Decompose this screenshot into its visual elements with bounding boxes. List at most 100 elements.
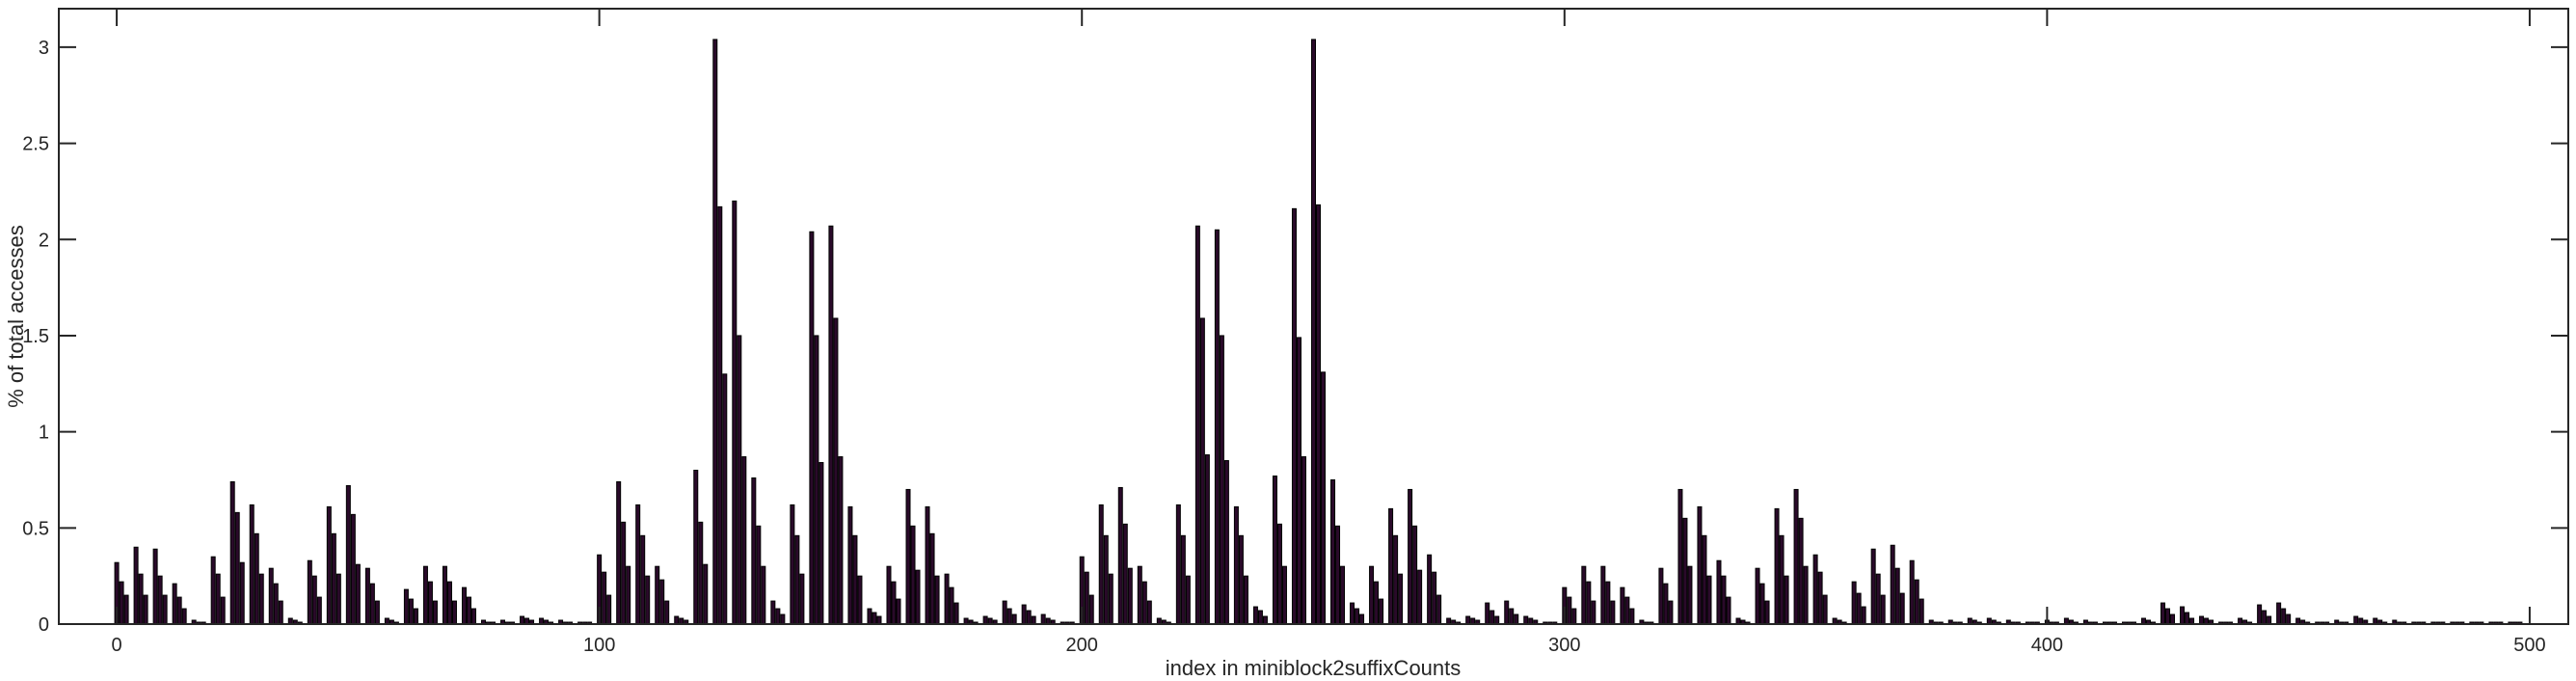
bar bbox=[316, 596, 322, 625]
bar bbox=[1098, 504, 1104, 625]
bar bbox=[1914, 579, 1919, 625]
bar bbox=[1281, 565, 1287, 625]
bar bbox=[698, 521, 704, 625]
bar bbox=[234, 511, 240, 625]
bar bbox=[258, 573, 264, 625]
bar bbox=[626, 565, 631, 625]
bar bbox=[949, 586, 954, 625]
bar bbox=[1779, 534, 1784, 625]
bar bbox=[1031, 615, 1036, 625]
bar bbox=[2165, 608, 2171, 625]
bar bbox=[640, 534, 646, 625]
bar bbox=[1238, 534, 1244, 625]
bar bbox=[1894, 567, 1900, 625]
bar bbox=[210, 556, 216, 625]
bar bbox=[2170, 613, 2176, 625]
bar bbox=[1861, 606, 1866, 625]
bar bbox=[350, 513, 356, 625]
bar bbox=[335, 573, 341, 625]
bar bbox=[1571, 608, 1577, 625]
bar bbox=[1586, 581, 1592, 625]
bar bbox=[215, 573, 221, 625]
bar bbox=[1374, 581, 1380, 625]
bar bbox=[1296, 337, 1301, 625]
bar bbox=[905, 488, 911, 625]
bar bbox=[119, 581, 124, 625]
bar bbox=[470, 608, 476, 625]
bar bbox=[1581, 565, 1587, 625]
bar bbox=[934, 575, 940, 625]
y-tick-label: 0.5 bbox=[22, 518, 49, 539]
bar bbox=[268, 567, 274, 625]
bar bbox=[249, 504, 255, 625]
bar bbox=[1485, 602, 1490, 625]
bar bbox=[345, 484, 351, 625]
bar bbox=[717, 205, 723, 625]
bar bbox=[1822, 594, 1828, 625]
y-tick-label: 0 bbox=[39, 614, 49, 636]
bar bbox=[847, 505, 853, 625]
bar bbox=[1726, 596, 1731, 625]
bar bbox=[1417, 569, 1423, 625]
bar bbox=[780, 613, 786, 625]
bar bbox=[1291, 207, 1297, 625]
bar bbox=[1803, 565, 1809, 625]
bar bbox=[775, 608, 781, 625]
bar bbox=[1610, 600, 1616, 625]
bar bbox=[374, 600, 380, 625]
bar bbox=[152, 548, 158, 625]
bar bbox=[1600, 565, 1606, 625]
bar bbox=[1388, 507, 1394, 625]
bar bbox=[794, 534, 800, 625]
bar bbox=[1330, 478, 1336, 625]
x-tick-label: 0 bbox=[112, 635, 122, 656]
bar bbox=[1509, 608, 1515, 625]
bar bbox=[1812, 554, 1818, 625]
bar bbox=[278, 600, 283, 625]
bar bbox=[645, 575, 651, 625]
bar bbox=[1793, 488, 1799, 625]
y-tick-label: 3 bbox=[39, 38, 49, 59]
bar bbox=[254, 532, 259, 625]
x-tick-label: 300 bbox=[1548, 635, 1580, 656]
bar bbox=[1432, 571, 1437, 625]
bar bbox=[1088, 594, 1094, 625]
bar bbox=[2199, 615, 2205, 625]
bar bbox=[857, 575, 863, 625]
bar bbox=[1870, 548, 1876, 625]
bar bbox=[1321, 371, 1327, 625]
bar bbox=[1185, 575, 1191, 625]
bar bbox=[1489, 610, 1495, 625]
bar bbox=[876, 615, 882, 625]
bar bbox=[838, 456, 844, 625]
bar bbox=[239, 561, 245, 625]
bar bbox=[172, 583, 177, 625]
bar bbox=[1398, 573, 1404, 625]
bar bbox=[181, 608, 187, 625]
bar bbox=[432, 600, 438, 625]
bar bbox=[1875, 573, 1881, 625]
bar bbox=[1774, 507, 1780, 625]
bar bbox=[1103, 534, 1109, 625]
bar bbox=[1427, 554, 1433, 625]
bar bbox=[331, 532, 336, 625]
bar bbox=[2262, 610, 2267, 625]
bar bbox=[1117, 486, 1123, 625]
bar bbox=[369, 583, 375, 625]
bar bbox=[1006, 608, 1012, 625]
bar bbox=[1359, 613, 1365, 625]
bar bbox=[621, 521, 627, 625]
bar bbox=[732, 200, 738, 625]
bar bbox=[1687, 565, 1693, 625]
bar bbox=[2286, 613, 2292, 625]
bar bbox=[1223, 460, 1229, 625]
bar bbox=[606, 594, 612, 625]
bar bbox=[1199, 317, 1205, 625]
bar bbox=[446, 581, 452, 625]
bar bbox=[1108, 573, 1114, 625]
bar bbox=[176, 596, 182, 625]
bar bbox=[311, 575, 317, 625]
bar bbox=[635, 504, 641, 625]
bar bbox=[1721, 575, 1727, 625]
